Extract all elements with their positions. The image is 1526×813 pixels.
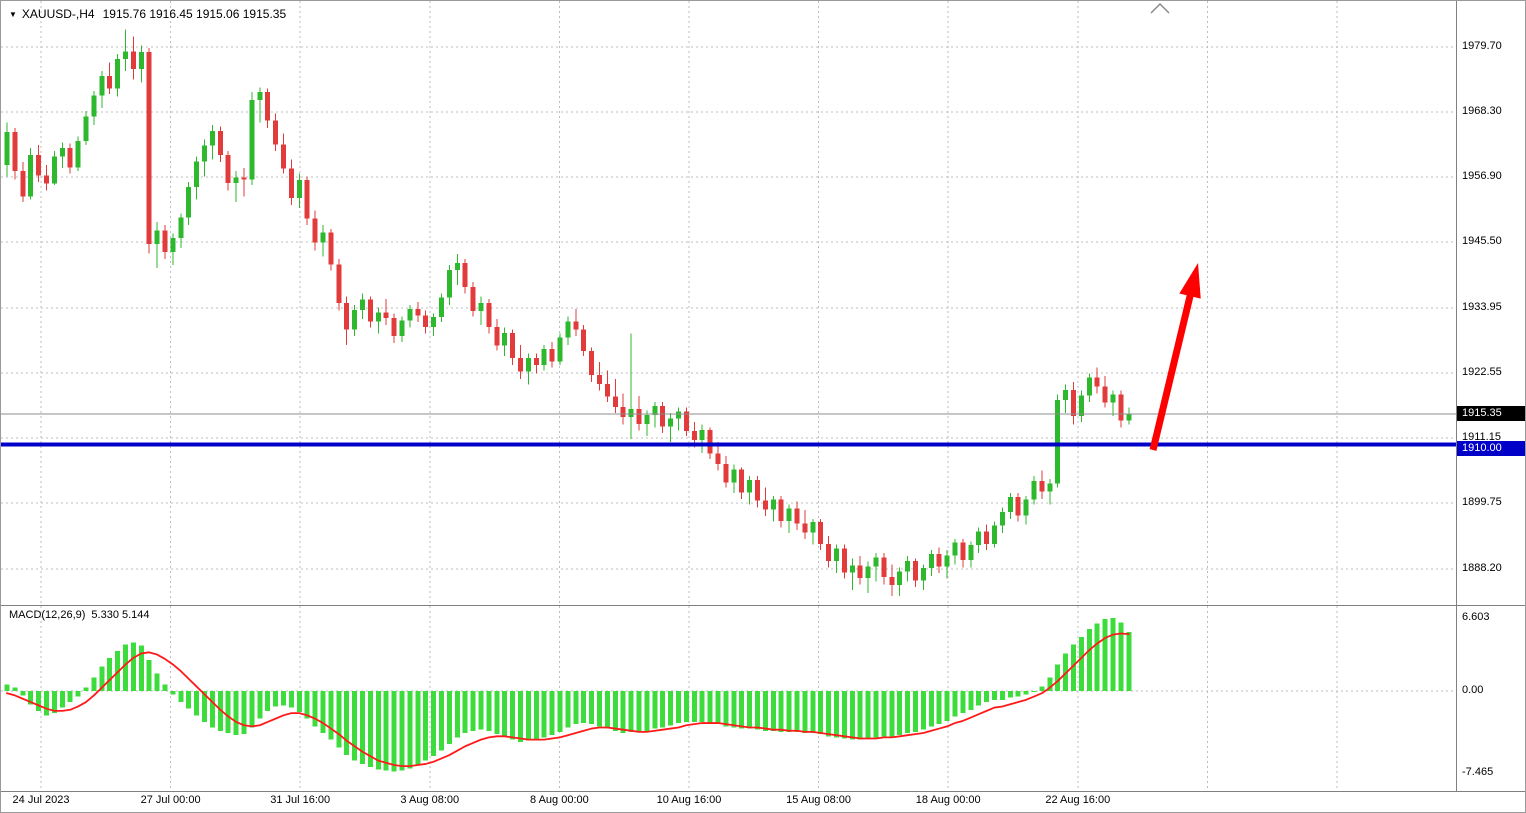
grid-layer — [1, 1, 1456, 791]
price-axis[interactable] — [1457, 1, 1525, 791]
macd-indicator-label: MACD(12,26,9) 5.330 5.144 — [9, 609, 150, 621]
macd-values: 5.330 5.144 — [91, 609, 150, 621]
candles-series — [4, 29, 1132, 596]
chart-shift-icon[interactable] — [1150, 2, 1170, 14]
chart-title: ▼ XAUUSD-,H4 1915.76 1916.45 1915.06 1915.… — [9, 7, 286, 21]
support-price-tag: 1910.00 — [1457, 441, 1525, 456]
ohlc-readout: 1915.76 1916.45 1915.06 1915.35 — [102, 7, 287, 21]
macd-signal-line — [6, 632, 1130, 768]
support-price-value: 1910.00 — [1462, 442, 1502, 454]
dropdown-triangle-icon: ▼ — [9, 10, 17, 19]
macd-name: MACD(12,26,9) — [9, 609, 86, 621]
current-price-tag: 1915.35 — [1457, 406, 1525, 421]
trend-arrow[interactable] — [1149, 263, 1201, 451]
pane-separators — [1, 1, 1525, 792]
time-axis[interactable] — [1, 792, 1456, 812]
macd-histogram — [4, 618, 1132, 772]
symbol-timeframe-label: XAUUSD-,H4 — [21, 7, 95, 21]
current-price-value: 1915.35 — [1462, 407, 1502, 419]
